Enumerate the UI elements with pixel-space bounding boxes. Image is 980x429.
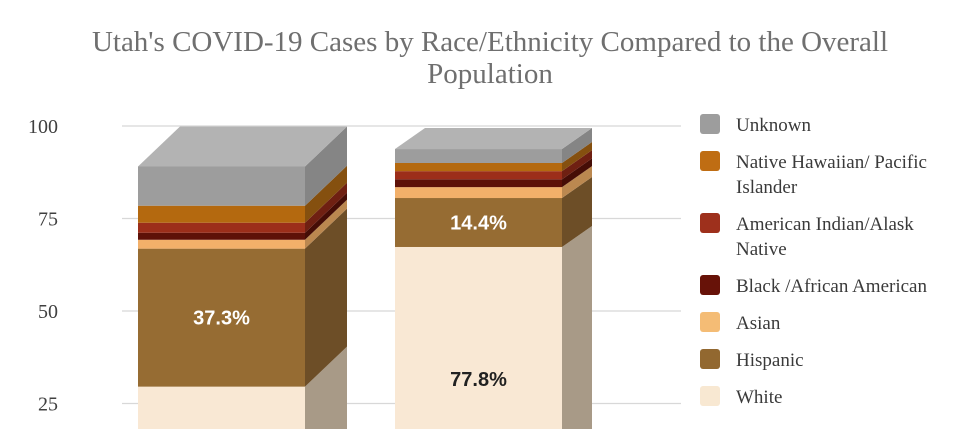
bar-segment-side (562, 150, 592, 180)
bar-segment-side (305, 182, 347, 233)
y-axis-tick-label: 50 (38, 301, 58, 323)
bar-segment (138, 166, 305, 206)
y-axis-tick-label: 75 (38, 209, 58, 231)
legend-swatch (700, 349, 720, 369)
bar-segment (138, 386, 305, 429)
legend-label: Asian (736, 313, 781, 334)
bar-segment (138, 222, 305, 233)
bar-segment-side (562, 166, 592, 199)
data-label: 14.4% (450, 213, 507, 235)
y-axis-tick-label: 100 (28, 116, 58, 138)
legend-swatch (700, 275, 720, 295)
legend-item: Native Hawaiian/ Pacific Islander (700, 150, 962, 200)
bar-segment (395, 246, 562, 429)
legend-swatch (700, 312, 720, 332)
bar-segment-side (305, 208, 347, 387)
chart-title: Utah's COVID-19 Cases by Race/Ethnicity … (91, 26, 889, 90)
legend-swatch (700, 114, 720, 134)
y-axis-tick-label: 25 (38, 394, 58, 416)
bar-segment-side (305, 126, 347, 206)
legend-item: White (700, 385, 962, 410)
bar-segment-side (305, 192, 347, 240)
bar-segment (138, 248, 305, 387)
bar-segment (395, 171, 562, 180)
bar-segment (395, 187, 562, 199)
bar-segment-side (562, 225, 592, 429)
legend-label: American Indian/Alask Native (736, 214, 914, 260)
bar-segment (395, 149, 562, 163)
legend-label: Native Hawaiian/ Pacific Islander (736, 152, 927, 198)
legend-swatch (700, 213, 720, 233)
data-label: 37.3% (193, 308, 250, 330)
bar-segment-side (562, 142, 592, 172)
bar-top-face (138, 126, 347, 167)
bar-segment (395, 179, 562, 188)
legend-label: White (736, 387, 783, 408)
legend-swatch (700, 386, 720, 406)
legend-label: Hispanic (736, 350, 804, 371)
bar-top-face (395, 128, 592, 150)
bar-segment (138, 232, 305, 240)
legend-item: Unknown (700, 113, 962, 138)
bar-segment-side (305, 199, 347, 249)
bar-segment-side (562, 158, 592, 188)
legend-label: Black /African American (736, 276, 927, 297)
legend-swatch (700, 151, 720, 171)
legend-label: Unknown (736, 115, 811, 136)
bar-segment (395, 163, 562, 172)
legend-item: American Indian/Alask Native (700, 212, 962, 262)
legend-item: Black /African American (700, 274, 962, 299)
legend-item: Hispanic (700, 348, 962, 373)
data-label: 77.8% (450, 369, 507, 391)
legend-item: Asian (700, 311, 962, 336)
legend: Unknown Native Hawaiian/ Pacific Islander… (700, 113, 962, 422)
bar-segment (138, 239, 305, 249)
bar-segment-side (562, 177, 592, 247)
bar-segment (395, 198, 562, 247)
bar-segment-side (562, 128, 592, 163)
bar-segment-side (305, 165, 347, 223)
bar-segment (138, 205, 305, 223)
bar-segment-side (305, 346, 347, 429)
